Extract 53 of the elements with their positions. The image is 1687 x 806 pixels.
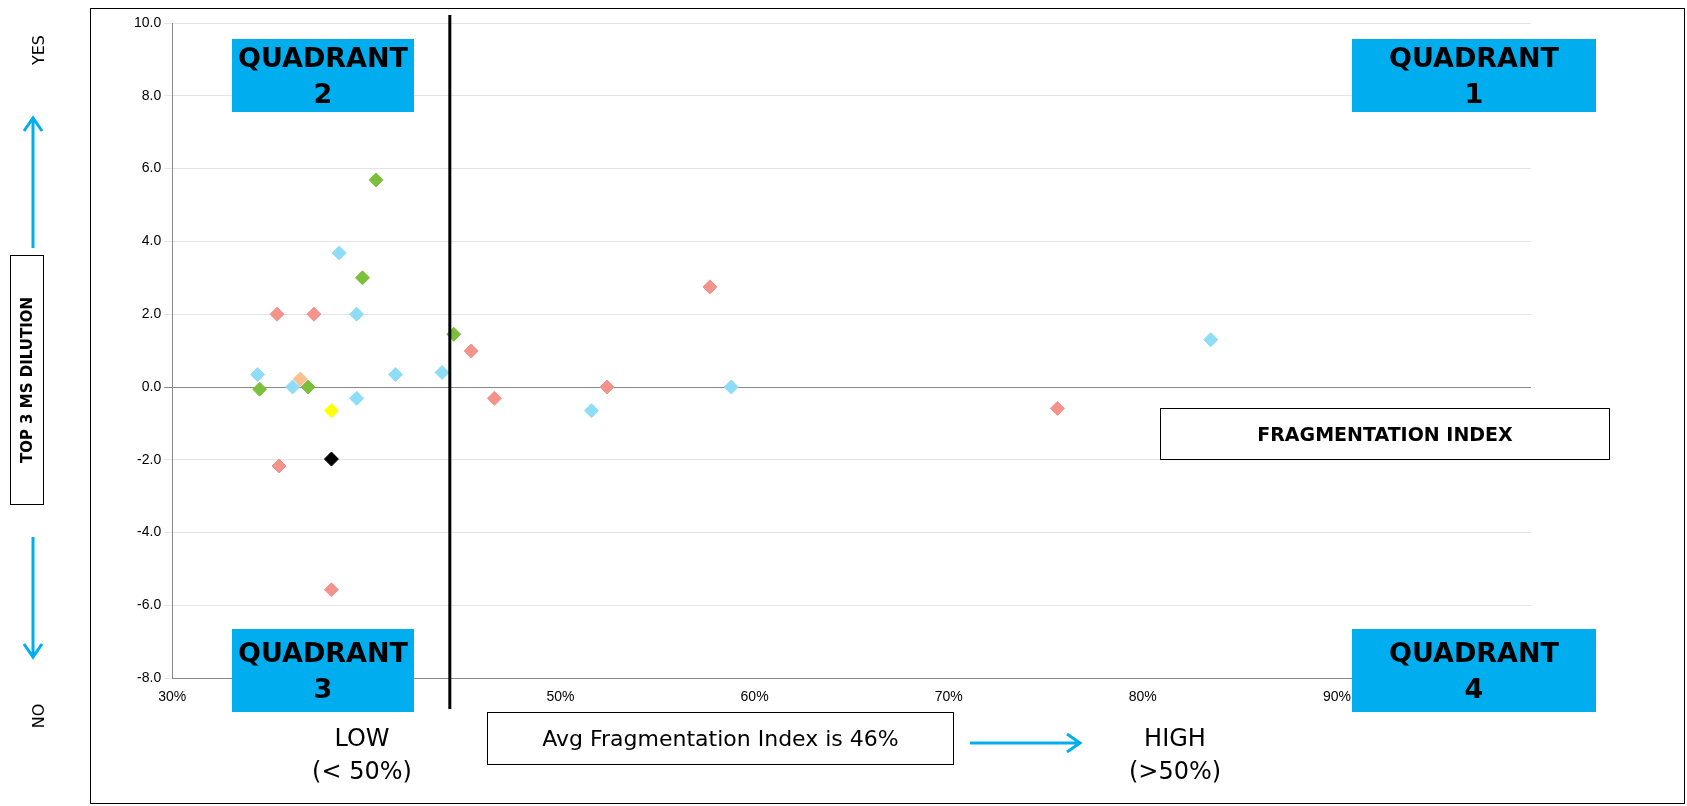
y-tick-label: 6.0 — [141, 159, 162, 176]
point — [1203, 332, 1219, 348]
point — [285, 379, 301, 395]
point — [368, 172, 384, 188]
annotation: QUADRANT 1 — [1352, 39, 1596, 112]
y-tick-label: 0.0 — [141, 377, 162, 394]
y-tick-label: 10.0 — [134, 13, 162, 30]
point — [584, 403, 600, 419]
point — [292, 371, 308, 387]
x-tick-label: 90% — [1322, 688, 1351, 705]
point — [349, 306, 365, 322]
y-tick-label: -4.0 — [137, 523, 162, 540]
x-tick-label: 50% — [546, 688, 575, 705]
point — [434, 364, 450, 380]
point — [599, 379, 615, 395]
text: LOW (< 50%) — [311, 723, 413, 787]
y-tick-label: -6.0 — [137, 596, 162, 613]
y-tick-label: -2.0 — [137, 450, 162, 467]
y-tick-label: -8.0 — [137, 669, 162, 686]
annotation: QUADRANT 4 — [1352, 629, 1596, 712]
x-tick-label: 70% — [934, 688, 963, 705]
point — [702, 279, 718, 295]
point — [331, 245, 347, 261]
point — [723, 379, 739, 395]
x-tick-label: 80% — [1128, 688, 1157, 705]
point — [252, 381, 268, 397]
x-tick-label: 60% — [740, 688, 769, 705]
point — [323, 451, 339, 467]
point — [463, 343, 479, 359]
point — [354, 270, 370, 286]
point — [269, 306, 285, 322]
annotation: QUADRANT 2 — [232, 39, 414, 112]
point — [306, 306, 322, 322]
text: TOP 3 MS DILUTION — [18, 296, 36, 464]
point — [1049, 400, 1065, 416]
text: HIGH (>50%) — [1127, 723, 1223, 787]
point — [300, 379, 316, 395]
annotation: QUADRANT 3 — [232, 629, 414, 712]
point — [271, 458, 287, 474]
x-tick-label: 30% — [158, 688, 187, 705]
point — [250, 367, 266, 383]
point — [486, 390, 502, 406]
point — [323, 582, 339, 598]
point — [349, 390, 365, 406]
point — [387, 367, 403, 383]
y-tick-label: 8.0 — [141, 86, 162, 103]
text: Avg Fragmentation Index is 46% — [487, 712, 954, 765]
text: NO — [28, 703, 48, 729]
y-tick-label: 4.0 — [141, 232, 162, 249]
y-tick-label: 2.0 — [141, 305, 162, 322]
text: YES — [28, 34, 48, 66]
point — [323, 403, 339, 419]
x-axis-title: FRAGMENTATION INDEX — [1160, 408, 1610, 460]
